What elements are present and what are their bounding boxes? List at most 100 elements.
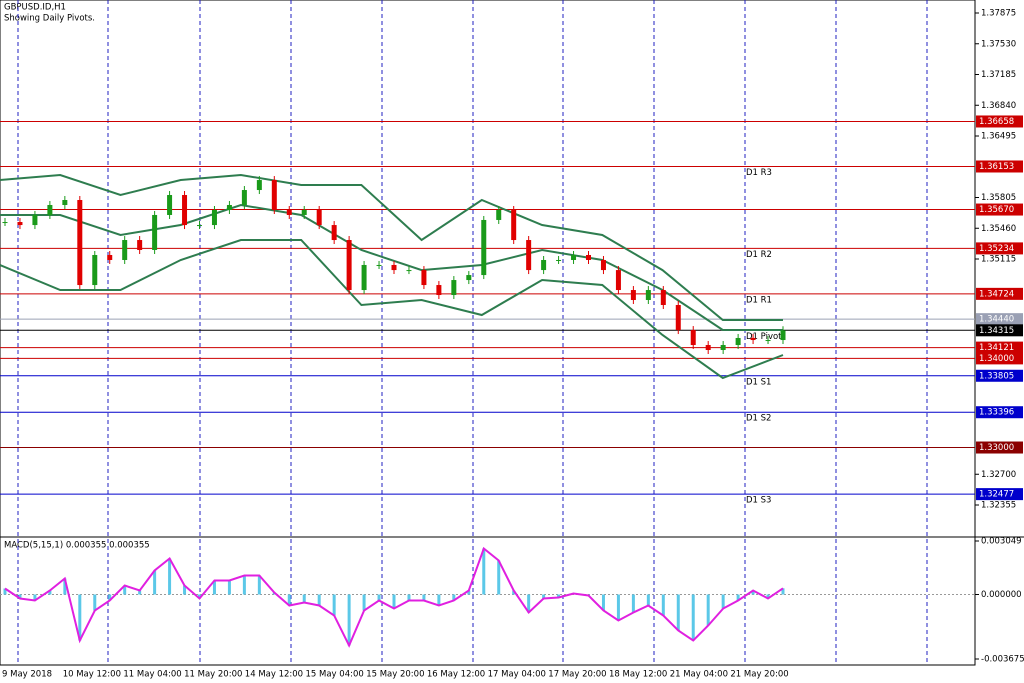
macd-bar <box>227 580 231 595</box>
macd-bar <box>467 590 471 595</box>
x-tick-label: 21 May 04:00 <box>670 670 728 680</box>
candle <box>705 345 711 351</box>
level-price-label: 1.33396 <box>979 408 1014 418</box>
macd-bar <box>706 594 710 626</box>
candle <box>586 254 591 260</box>
level-price-box <box>976 352 1023 365</box>
macd-bar <box>33 594 37 601</box>
x-tick-label: 15 May 20:00 <box>366 670 424 680</box>
candle <box>541 259 547 271</box>
candle <box>481 219 487 276</box>
candle <box>197 225 202 227</box>
candle <box>47 204 53 215</box>
level-price-box <box>976 441 1023 454</box>
candle <box>376 264 382 266</box>
level-price-label: 1.34724 <box>979 289 1014 299</box>
macd-bar <box>48 590 52 595</box>
candle <box>301 209 307 215</box>
level-price-box <box>976 488 1023 501</box>
macd-bar <box>482 548 486 595</box>
candle <box>92 254 98 286</box>
candle <box>286 209 292 215</box>
candle <box>765 340 771 342</box>
candle <box>361 264 367 291</box>
candle <box>466 275 472 281</box>
candle <box>167 195 173 215</box>
candle <box>406 270 412 272</box>
macd-bar <box>452 594 456 601</box>
candle <box>331 225 337 241</box>
chart-title: GBPUSD.ID,H1 <box>4 3 66 13</box>
y-tick-label: 1.35805 <box>981 193 1016 203</box>
y-tick-label: 1.32355 <box>981 501 1016 511</box>
bollinger-band <box>0 239 784 380</box>
macd-bar <box>616 594 620 621</box>
bollinger-band <box>0 203 783 331</box>
candle <box>256 180 262 191</box>
candle <box>2 222 8 224</box>
y-tick-label: 1.36840 <box>981 101 1016 111</box>
macd-bar <box>257 575 261 595</box>
candle <box>630 290 636 301</box>
macd-bar <box>3 588 7 595</box>
level-price-label: 1.34440 <box>979 315 1014 325</box>
macd-bar <box>437 594 441 606</box>
x-tick-label: 11 May 20:00 <box>184 670 242 680</box>
macd-bar <box>721 594 725 609</box>
candle <box>571 254 577 260</box>
x-tick-label: 16 May 12:00 <box>427 670 485 680</box>
x-tick-label: 21 May 20:00 <box>730 670 788 680</box>
x-tick-label: 17 May 04:00 <box>488 670 546 680</box>
level-price-label: 1.34315 <box>979 326 1014 336</box>
y-tick-label: -0.003675 <box>981 654 1024 664</box>
candle <box>211 209 217 226</box>
macd-signal-line <box>4 546 784 648</box>
level-price-label: 1.34000 <box>979 354 1014 364</box>
macd-bar <box>362 594 366 611</box>
macd-bar <box>601 594 605 611</box>
plot-frame <box>0 0 976 666</box>
candle <box>241 190 247 205</box>
candle <box>675 304 681 331</box>
candle <box>750 337 756 341</box>
level-price-label: 1.33000 <box>979 443 1014 453</box>
candle <box>720 345 726 351</box>
macd-bar <box>198 594 201 599</box>
x-tick-label: 11 May 04:00 <box>123 670 181 680</box>
candle <box>780 330 786 341</box>
candle <box>137 240 143 251</box>
candle <box>511 209 517 241</box>
candle <box>182 195 188 226</box>
level-price-box <box>976 287 1023 300</box>
y-tick-label: 1.37185 <box>981 70 1016 80</box>
level-price-box <box>976 203 1023 216</box>
macd-bar <box>153 570 157 595</box>
macd-bar <box>302 594 306 603</box>
macd-bar <box>93 594 97 611</box>
macd-bar <box>766 594 770 599</box>
level-name: D1 S3 <box>746 496 771 506</box>
macd-bar <box>542 594 546 599</box>
candle <box>122 240 128 260</box>
y-tick-label: 1.35115 <box>981 255 1016 265</box>
candle <box>17 222 23 226</box>
candle <box>645 290 651 301</box>
macd-bar <box>751 590 755 595</box>
y-tick-label: 0.000000 <box>981 590 1022 600</box>
candle <box>271 180 277 210</box>
candle <box>107 254 113 260</box>
bollinger-band <box>0 173 783 321</box>
candle <box>32 214 38 226</box>
macd-bar <box>631 594 635 613</box>
level-price-box <box>976 406 1023 419</box>
macd-bar <box>18 594 22 599</box>
level-price-label: 1.35234 <box>979 244 1014 254</box>
macd-bar <box>392 594 396 609</box>
level-price-label: 1.34121 <box>979 343 1014 353</box>
level-price-box <box>976 115 1023 128</box>
macd-bar <box>781 588 785 595</box>
candle <box>496 209 502 220</box>
macd-title: MACD(5,15,1) 0.000355 0.000355 <box>4 541 150 551</box>
